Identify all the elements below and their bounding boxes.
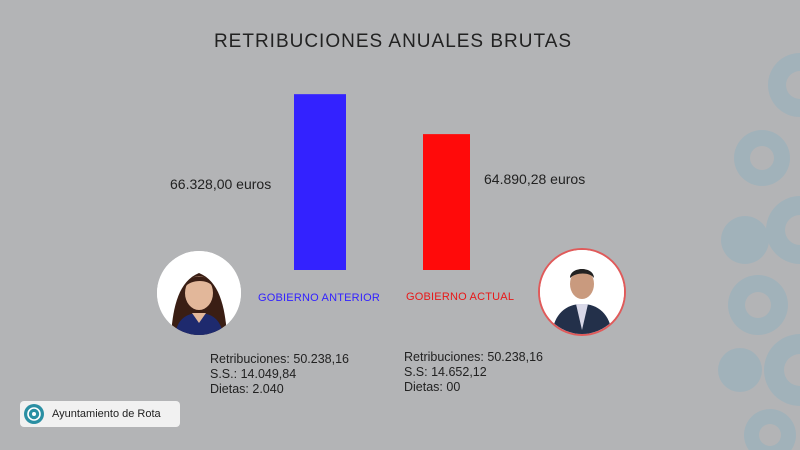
municipal-emblem-icon xyxy=(24,404,44,424)
chart-title: RETRIBUCIONES ANUALES BRUTAS xyxy=(213,31,573,52)
value-label-anterior: 66.328,00 euros xyxy=(170,176,272,192)
logo-badge: Ayuntamiento de Rota xyxy=(20,401,180,427)
value-label-actual: 64.890,28 euros xyxy=(484,171,586,187)
details-anterior: Retribuciones: 50.238,16 S.S.: 14.049,84… xyxy=(210,352,349,397)
decorative-pattern xyxy=(718,53,800,450)
category-label-anterior: GOBIERNO ANTERIOR xyxy=(258,292,380,304)
avatar-anterior xyxy=(157,251,241,335)
detail-ss: S.S: 14.652,12 xyxy=(404,365,487,379)
details-actual: Retribuciones: 50.238,16 S.S: 14.652,12 … xyxy=(404,350,543,395)
person-photo-icon xyxy=(157,251,241,335)
person-photo-icon xyxy=(540,250,624,334)
detail-dietas: Dietas: 00 xyxy=(404,380,461,394)
detail-ss: S.S.: 14.049,84 xyxy=(210,367,297,381)
detail-retribuciones: Retribuciones: 50.238,16 xyxy=(210,352,349,366)
detail-retribuciones: Retribuciones: 50.238,16 xyxy=(404,350,543,364)
bar-anterior xyxy=(294,94,346,270)
avatar-actual xyxy=(538,248,626,336)
logo-text: Ayuntamiento de Rota xyxy=(52,408,161,420)
detail-dietas: Dietas: 2.040 xyxy=(210,382,284,396)
bar-actual xyxy=(423,134,470,270)
category-label-actual: GOBIERNO ACTUAL xyxy=(406,291,515,303)
